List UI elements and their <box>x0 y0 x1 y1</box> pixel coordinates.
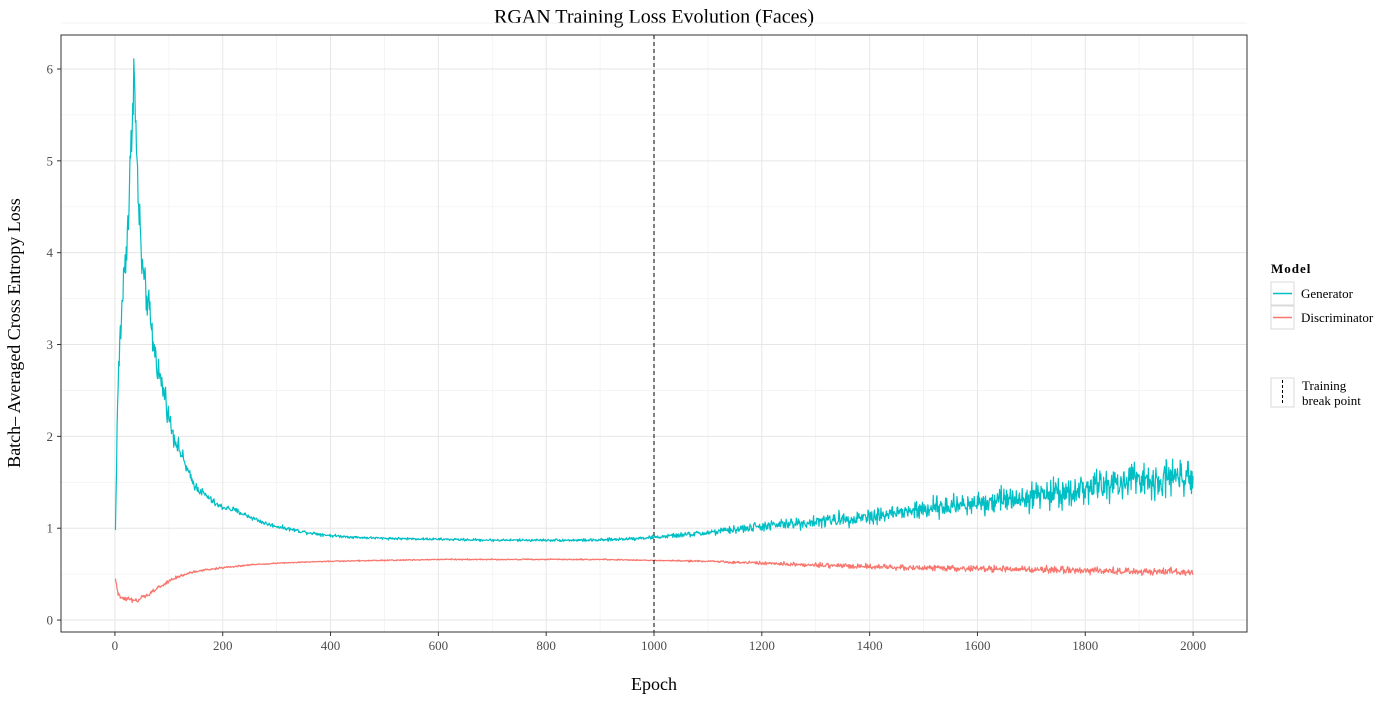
x-tick-label: 1400 <box>857 638 883 653</box>
x-tick-label: 1600 <box>964 638 990 653</box>
legend-label-generator: Generator <box>1301 286 1354 301</box>
x-tick-label: 1800 <box>1072 638 1098 653</box>
x-tick-label: 600 <box>429 638 449 653</box>
y-tick-label: 1 <box>47 521 54 536</box>
legend-label-breakpoint-line2: break point <box>1302 393 1361 408</box>
series-line-generator <box>114 58 1194 543</box>
x-tick-label: 1000 <box>641 638 667 653</box>
x-axis-ticks: 0 200 400 600 800 1000 1200 1400 1600 1800 2000 <box>112 632 1206 653</box>
y-tick-label: 6 <box>47 61 54 76</box>
chart-title: RGAN Training Loss Evolution (Faces) <box>494 6 814 28</box>
y-tick-label: 2 <box>47 429 54 444</box>
x-tick-label: 400 <box>321 638 341 653</box>
y-tick-label: 4 <box>47 245 54 260</box>
x-tick-label: 800 <box>536 638 556 653</box>
y-tick-label: 3 <box>47 337 54 352</box>
y-tick-label: 5 <box>47 153 54 168</box>
y-axis-label: Batch– Averaged Cross Entropy Loss <box>4 198 24 468</box>
x-tick-label: 2000 <box>1180 638 1206 653</box>
x-tick-label: 200 <box>213 638 233 653</box>
y-tick-label: 0 <box>47 613 54 628</box>
legend-label-discriminator: Discriminator <box>1301 310 1374 325</box>
legend-title: Model <box>1271 261 1311 276</box>
x-tick-label: 1200 <box>749 638 775 653</box>
legend: Model Generator Discriminator Training b… <box>1270 261 1374 408</box>
x-axis-label: Epoch <box>631 674 677 694</box>
x-tick-label: 0 <box>112 638 119 653</box>
y-axis-ticks: 0 1 2 3 4 5 6 <box>47 61 61 628</box>
legend-label-breakpoint-line1: Training <box>1302 378 1347 393</box>
